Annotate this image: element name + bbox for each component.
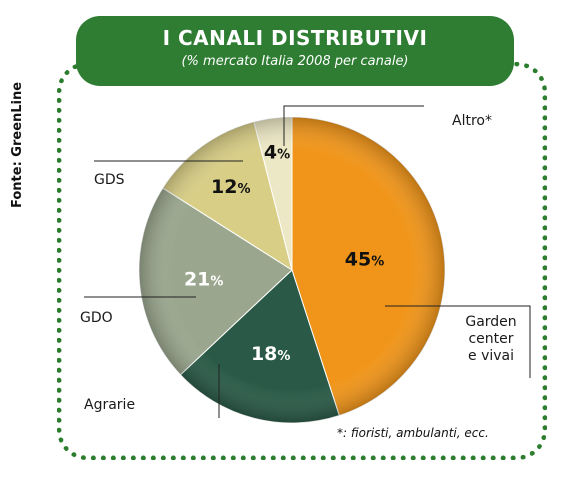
category-label-4: GDS — [94, 172, 125, 188]
title-banner: I CANALI DISTRIBUTIVI (% mercato Italia … — [76, 16, 514, 86]
category-label-3: GDO — [80, 310, 113, 326]
slice-value-label-3: 21% — [184, 268, 223, 290]
slice-value-label-2: 18% — [251, 343, 290, 365]
leader-line-1 — [385, 305, 531, 378]
chart-subtitle: (% mercato Italia 2008 per canale) — [181, 54, 409, 69]
slice-value-label-1: 45% — [345, 249, 384, 271]
category-label-1: Garden center e vivai — [465, 314, 516, 364]
category-label-5: Altro* — [452, 113, 492, 129]
leader-line-5 — [283, 105, 424, 146]
category-label-2: Agrarie — [84, 397, 135, 413]
slice-value-label-5: 4% — [264, 142, 290, 164]
footnote: *: fioristi, ambulanti, ecc. — [337, 426, 489, 440]
slice-value-label-4: 12% — [211, 176, 250, 198]
pie-shading — [139, 117, 445, 423]
chart-title: I CANALI DISTRIBUTIVI — [162, 26, 428, 50]
